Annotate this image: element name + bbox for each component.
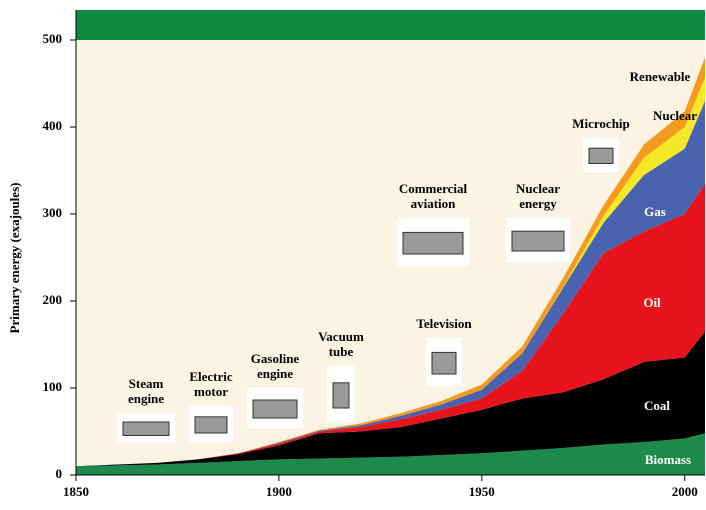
y-tick-label: 200 — [43, 292, 63, 307]
annotation: Microchip — [572, 116, 630, 131]
annotation-icon-art — [122, 421, 170, 436]
annotation: Electric — [189, 369, 233, 384]
x-tick-label: 2000 — [672, 484, 698, 499]
area — [76, 331, 705, 467]
series-label: Renewable — [630, 69, 691, 84]
area — [76, 100, 705, 467]
y-tick-label: 400 — [43, 118, 63, 133]
series-label: Oil — [643, 295, 661, 310]
annotation-icon-art — [194, 416, 228, 434]
area — [76, 433, 705, 475]
top-band — [76, 10, 705, 40]
annotation: motor — [194, 384, 228, 399]
y-axis-label: Primary energy (exajoules) — [7, 183, 22, 334]
y-tick-label: 100 — [43, 379, 63, 394]
annotation-icon-art — [332, 382, 350, 409]
annotation: Steam — [129, 376, 164, 391]
annotation-icon-art — [431, 351, 457, 375]
annotation: aviation — [411, 196, 457, 211]
annotation: tube — [329, 344, 354, 359]
x-tick-label: 1900 — [266, 484, 292, 499]
annotation-icon-art — [252, 399, 298, 419]
series-label: Biomass — [645, 452, 691, 467]
annotation: Nuclear — [516, 181, 560, 196]
series-label: Nuclear — [653, 108, 697, 123]
y-tick-label: 300 — [43, 205, 63, 220]
series-label: Coal — [644, 398, 670, 413]
annotation: Television — [416, 316, 472, 331]
annotation: Gasoline — [251, 351, 300, 366]
y-tick-label: 0 — [56, 466, 63, 481]
annotation-icon-art — [402, 231, 464, 255]
annotation-icon-art — [511, 230, 565, 252]
annotation: engine — [257, 366, 293, 381]
area — [76, 183, 705, 467]
annotation: Vacuum — [318, 329, 364, 344]
series-label: Gas — [644, 204, 666, 219]
annotation: energy — [519, 196, 557, 211]
y-tick-label: 500 — [43, 31, 63, 46]
x-tick-label: 1850 — [63, 484, 89, 499]
x-tick-label: 1950 — [469, 484, 495, 499]
annotation-icon-art — [588, 147, 614, 164]
annotation: engine — [128, 391, 164, 406]
annotation: Commercial — [399, 181, 468, 196]
